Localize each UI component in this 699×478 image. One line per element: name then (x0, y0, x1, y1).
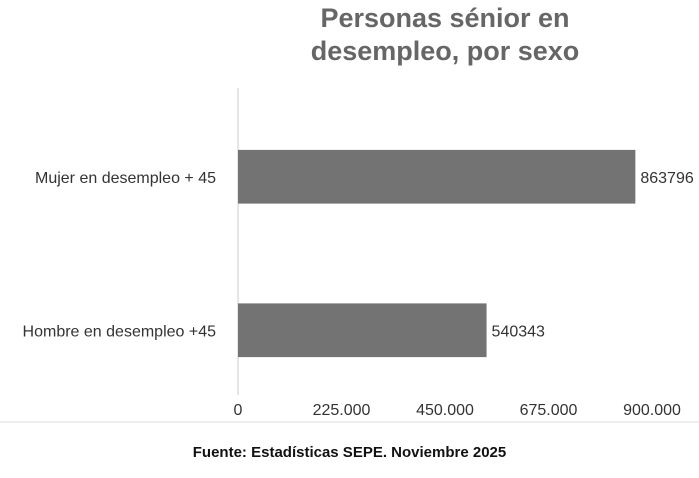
source: Fuente: Estadísticas SEPE. Noviembre 202… (192, 444, 507, 461)
x-tick-label: 450.000 (416, 402, 474, 419)
bar (238, 303, 487, 358)
bar (238, 149, 636, 204)
x-tick-label: 900.000 (623, 402, 681, 419)
value-label: 540343 (492, 323, 545, 340)
y-tick-label: Mujer en desempleo + 45 (35, 170, 216, 187)
x-tick-label: 0 (234, 402, 243, 419)
chart-title: Personas sénior en desempleo, por sexo (310, 3, 580, 66)
x-tick-label: 225.000 (313, 402, 371, 419)
y-tick-label: Hombre en desempleo +45 (23, 323, 217, 340)
x-tick-label: 675.000 (520, 402, 578, 419)
value-label: 863796 (640, 170, 693, 187)
